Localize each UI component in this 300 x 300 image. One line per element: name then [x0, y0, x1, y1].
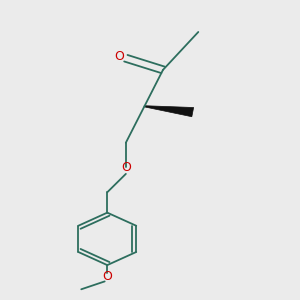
- Polygon shape: [144, 106, 194, 117]
- Text: O: O: [114, 50, 124, 63]
- Text: O: O: [121, 161, 131, 174]
- Text: O: O: [102, 270, 112, 283]
